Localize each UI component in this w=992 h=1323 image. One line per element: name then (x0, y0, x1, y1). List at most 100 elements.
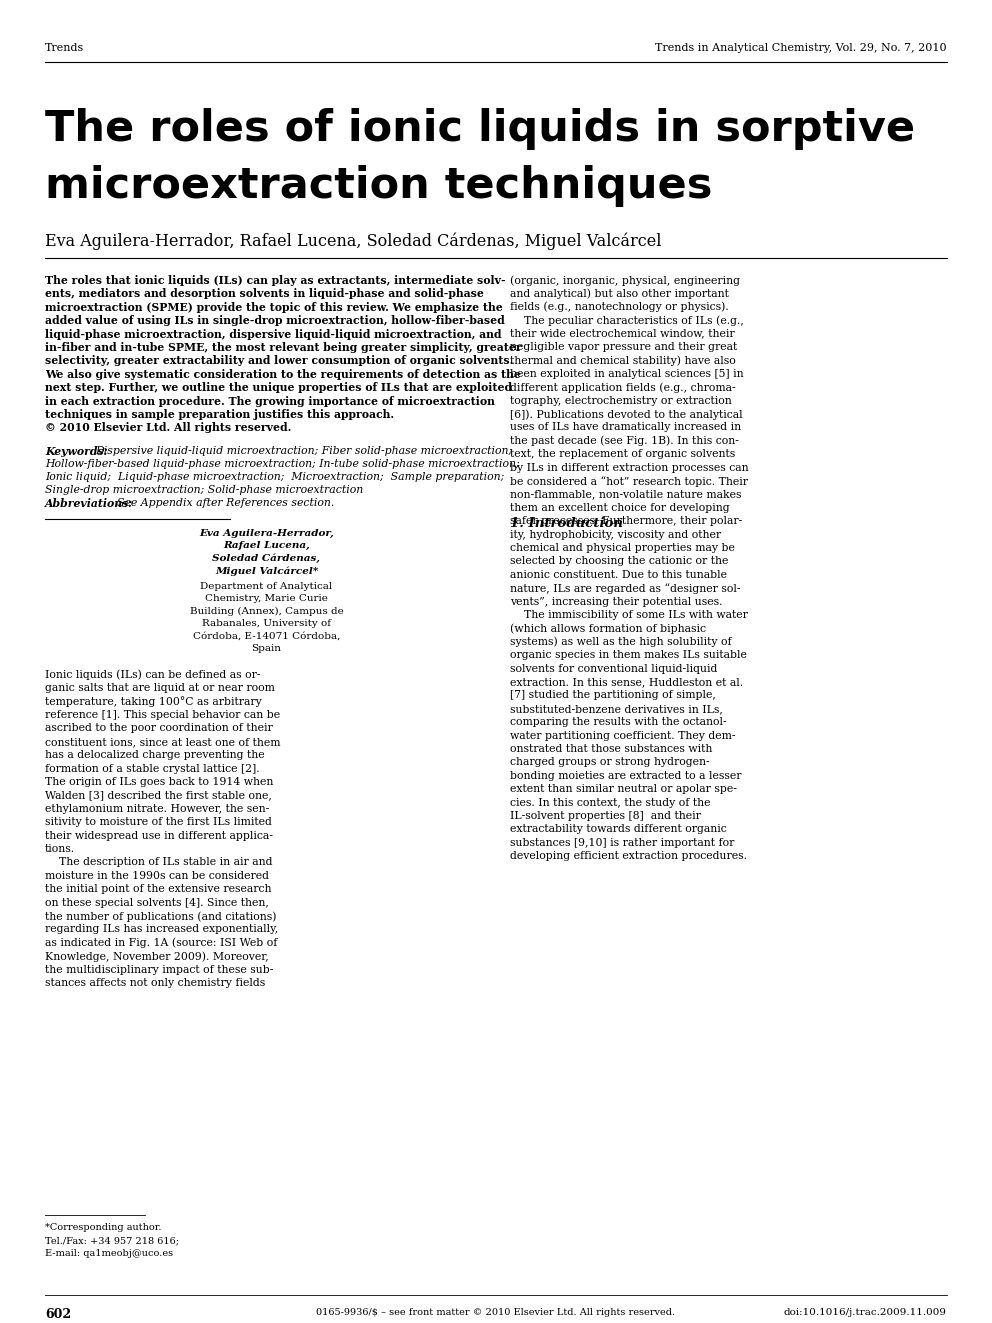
Text: 1. Introduction: 1. Introduction (510, 517, 623, 529)
Text: temperature, taking 100°C as arbitrary: temperature, taking 100°C as arbitrary (45, 697, 262, 708)
Text: extraction. In this sense, Huddleston et al.: extraction. In this sense, Huddleston et… (510, 677, 743, 687)
Text: moisture in the 1990s can be considered: moisture in the 1990s can be considered (45, 871, 269, 881)
Text: cies. In this context, the study of the: cies. In this context, the study of the (510, 798, 710, 807)
Text: been exploited in analytical sciences [5] in: been exploited in analytical sciences [5… (510, 369, 744, 378)
Text: [6]). Publications devoted to the analytical: [6]). Publications devoted to the analyt… (510, 409, 743, 419)
Text: Keywords:: Keywords: (45, 446, 107, 456)
Text: the past decade (see Fig. 1B). In this con-: the past decade (see Fig. 1B). In this c… (510, 435, 739, 446)
Text: added value of using ILs in single-drop microextraction, hollow-fiber-based: added value of using ILs in single-drop … (45, 315, 505, 327)
Text: negligible vapor pressure and their great: negligible vapor pressure and their grea… (510, 343, 737, 352)
Text: chemical and physical properties may be: chemical and physical properties may be (510, 542, 735, 553)
Text: Ionic liquid;  Liquid-phase microextraction;  Microextraction;  Sample preparati: Ionic liquid; Liquid-phase microextracti… (45, 472, 504, 482)
Text: non-flammable, non-volatile nature makes: non-flammable, non-volatile nature makes (510, 490, 741, 499)
Text: ganic salts that are liquid at or near room: ganic salts that are liquid at or near r… (45, 683, 275, 693)
Text: solvents for conventional liquid-liquid: solvents for conventional liquid-liquid (510, 664, 717, 673)
Text: The roles that ionic liquids (ILs) can play as extractants, intermediate solv-: The roles that ionic liquids (ILs) can p… (45, 275, 506, 286)
Text: microextraction techniques: microextraction techniques (45, 165, 712, 206)
Text: The origin of ILs goes back to 1914 when: The origin of ILs goes back to 1914 when (45, 777, 274, 787)
Text: ethylamonium nitrate. However, the sen-: ethylamonium nitrate. However, the sen- (45, 804, 269, 814)
Text: substances [9,10] is rather important for: substances [9,10] is rather important fo… (510, 837, 734, 848)
Text: sitivity to moisture of the first ILs limited: sitivity to moisture of the first ILs li… (45, 818, 272, 827)
Text: Eva Aguilera-Herrador,: Eva Aguilera-Herrador, (199, 529, 334, 538)
Text: nature, ILs are regarded as “designer sol-: nature, ILs are regarded as “designer so… (510, 583, 740, 594)
Text: their widespread use in different applica-: their widespread use in different applic… (45, 831, 273, 840)
Text: Dispersive liquid-liquid microextraction; Fiber solid-phase microextraction;: Dispersive liquid-liquid microextraction… (95, 446, 512, 456)
Text: bonding moieties are extracted to a lesser: bonding moieties are extracted to a less… (510, 771, 741, 781)
Text: We also give systematic consideration to the requirements of detection as the: We also give systematic consideration to… (45, 369, 521, 380)
Text: selectivity, greater extractability and lower consumption of organic solvents.: selectivity, greater extractability and … (45, 356, 514, 366)
Text: onstrated that those substances with: onstrated that those substances with (510, 744, 712, 754)
Text: as indicated in Fig. 1A (source: ISI Web of: as indicated in Fig. 1A (source: ISI Web… (45, 938, 278, 949)
Text: in-fiber and in-tube SPME, the most relevant being greater simplicity, greater: in-fiber and in-tube SPME, the most rele… (45, 343, 522, 353)
Text: comparing the results with the octanol-: comparing the results with the octanol- (510, 717, 726, 728)
Text: by ILs in different extraction processes can: by ILs in different extraction processes… (510, 463, 749, 472)
Text: extent than similar neutral or apolar spe-: extent than similar neutral or apolar sp… (510, 785, 737, 794)
Text: Trends in Analytical Chemistry, Vol. 29, No. 7, 2010: Trends in Analytical Chemistry, Vol. 29,… (656, 44, 947, 53)
Text: Córdoba, E-14071 Córdoba,: Córdoba, E-14071 Córdoba, (192, 632, 340, 640)
Text: The peculiar characteristics of ILs (e.g.,: The peculiar characteristics of ILs (e.g… (510, 315, 744, 325)
Text: ascribed to the poor coordination of their: ascribed to the poor coordination of the… (45, 724, 273, 733)
Text: vents”, increasing their potential uses.: vents”, increasing their potential uses. (510, 597, 722, 607)
Text: The description of ILs stable in air and: The description of ILs stable in air and (45, 857, 273, 868)
Text: be considered a “hot” research topic. Their: be considered a “hot” research topic. Th… (510, 476, 748, 487)
Text: selected by choosing the cationic or the: selected by choosing the cationic or the (510, 557, 728, 566)
Text: regarding ILs has increased exponentially,: regarding ILs has increased exponentiall… (45, 925, 278, 934)
Text: extractability towards different organic: extractability towards different organic (510, 824, 727, 835)
Text: them an excellent choice for developing: them an excellent choice for developing (510, 503, 730, 513)
Text: Soledad Cárdenas,: Soledad Cárdenas, (212, 554, 320, 564)
Text: anionic constituent. Due to this tunable: anionic constituent. Due to this tunable (510, 570, 727, 579)
Text: Chemistry, Marie Curie: Chemistry, Marie Curie (205, 594, 328, 603)
Text: safer processes. Furthermore, their polar-: safer processes. Furthermore, their pola… (510, 516, 742, 527)
Text: © 2010 Elsevier Ltd. All rights reserved.: © 2010 Elsevier Ltd. All rights reserved… (45, 422, 292, 434)
Text: *Corresponding author.: *Corresponding author. (45, 1222, 162, 1232)
Text: [7] studied the partitioning of simple,: [7] studied the partitioning of simple, (510, 691, 716, 700)
Text: Miguel Valcárcel*: Miguel Valcárcel* (215, 566, 318, 576)
Text: fields (e.g., nanotechnology or physics).: fields (e.g., nanotechnology or physics)… (510, 302, 729, 312)
Text: 0165-9936/$ – see front matter © 2010 Elsevier Ltd. All rights reserved.: 0165-9936/$ – see front matter © 2010 El… (316, 1308, 676, 1316)
Text: IL-solvent properties [8]  and their: IL-solvent properties [8] and their (510, 811, 701, 822)
Text: charged groups or strong hydrogen-: charged groups or strong hydrogen- (510, 757, 709, 767)
Text: text, the replacement of organic solvents: text, the replacement of organic solvent… (510, 450, 735, 459)
Text: in each extraction procedure. The growing importance of microextraction: in each extraction procedure. The growin… (45, 396, 495, 406)
Text: Building (Annex), Campus de: Building (Annex), Campus de (189, 607, 343, 617)
Text: Abbreviations:: Abbreviations: (45, 497, 133, 509)
Text: developing efficient extraction procedures.: developing efficient extraction procedur… (510, 851, 747, 861)
Text: water partitioning coefficient. They dem-: water partitioning coefficient. They dem… (510, 730, 735, 741)
Text: their wide electrochemical window, their: their wide electrochemical window, their (510, 328, 735, 339)
Text: tography, electrochemistry or extraction: tography, electrochemistry or extraction (510, 396, 732, 406)
Text: systems) as well as the high solubility of: systems) as well as the high solubility … (510, 636, 732, 647)
Text: microextraction (SPME) provide the topic of this review. We emphasize the: microextraction (SPME) provide the topic… (45, 302, 503, 312)
Text: liquid-phase microextraction, dispersive liquid-liquid microextraction, and: liquid-phase microextraction, dispersive… (45, 328, 502, 340)
Text: thermal and chemical stability) have also: thermal and chemical stability) have als… (510, 356, 736, 366)
Text: (organic, inorganic, physical, engineering: (organic, inorganic, physical, engineeri… (510, 275, 740, 286)
Text: the initial point of the extensive research: the initial point of the extensive resea… (45, 884, 272, 894)
Text: tions.: tions. (45, 844, 75, 855)
Text: E-mail: qa1meobj@uco.es: E-mail: qa1meobj@uco.es (45, 1249, 174, 1258)
Text: different application fields (e.g., chroma-: different application fields (e.g., chro… (510, 382, 736, 393)
Text: The immiscibility of some ILs with water: The immiscibility of some ILs with water (510, 610, 748, 620)
Text: Single-drop microextraction; Solid-phase microextraction: Single-drop microextraction; Solid-phase… (45, 484, 363, 495)
Text: uses of ILs have dramatically increased in: uses of ILs have dramatically increased … (510, 422, 741, 433)
Text: the multidisciplinary impact of these sub-: the multidisciplinary impact of these su… (45, 964, 274, 975)
Text: The roles of ionic liquids in sorptive: The roles of ionic liquids in sorptive (45, 108, 916, 149)
Text: Hollow-fiber-based liquid-phase microextraction; In-tube solid-phase microextrac: Hollow-fiber-based liquid-phase microext… (45, 459, 520, 468)
Text: Ionic liquids (ILs) can be defined as or-: Ionic liquids (ILs) can be defined as or… (45, 669, 261, 680)
Text: (which allows formation of biphasic: (which allows formation of biphasic (510, 623, 706, 634)
Text: Tel./Fax: +34 957 218 616;: Tel./Fax: +34 957 218 616; (45, 1236, 179, 1245)
Text: ents, mediators and desorption solvents in liquid-phase and solid-phase: ents, mediators and desorption solvents … (45, 288, 484, 299)
Text: ity, hydrophobicity, viscosity and other: ity, hydrophobicity, viscosity and other (510, 529, 721, 540)
Text: has a delocalized charge preventing the: has a delocalized charge preventing the (45, 750, 265, 761)
Text: and analytical) but also other important: and analytical) but also other important (510, 288, 729, 299)
Text: organic species in them makes ILs suitable: organic species in them makes ILs suitab… (510, 650, 747, 660)
Text: reference [1]. This special behavior can be: reference [1]. This special behavior can… (45, 710, 280, 720)
Text: doi:10.1016/j.trac.2009.11.009: doi:10.1016/j.trac.2009.11.009 (784, 1308, 947, 1316)
Text: the number of publications (and citations): the number of publications (and citation… (45, 912, 277, 922)
Text: next step. Further, we outline the unique properties of ILs that are exploited: next step. Further, we outline the uniqu… (45, 382, 512, 393)
Text: on these special solvents [4]. Since then,: on these special solvents [4]. Since the… (45, 897, 269, 908)
Text: Department of Analytical: Department of Analytical (200, 582, 332, 591)
Text: constituent ions, since at least one of them: constituent ions, since at least one of … (45, 737, 281, 746)
Text: Eva Aguilera-Herrador, Rafael Lucena, Soledad Cárdenas, Miguel Valcárcel: Eva Aguilera-Herrador, Rafael Lucena, So… (45, 232, 662, 250)
Text: substituted-benzene derivatives in ILs,: substituted-benzene derivatives in ILs, (510, 704, 723, 714)
Text: techniques in sample preparation justifies this approach.: techniques in sample preparation justifi… (45, 409, 394, 419)
Text: See Appendix after References section.: See Appendix after References section. (117, 497, 334, 508)
